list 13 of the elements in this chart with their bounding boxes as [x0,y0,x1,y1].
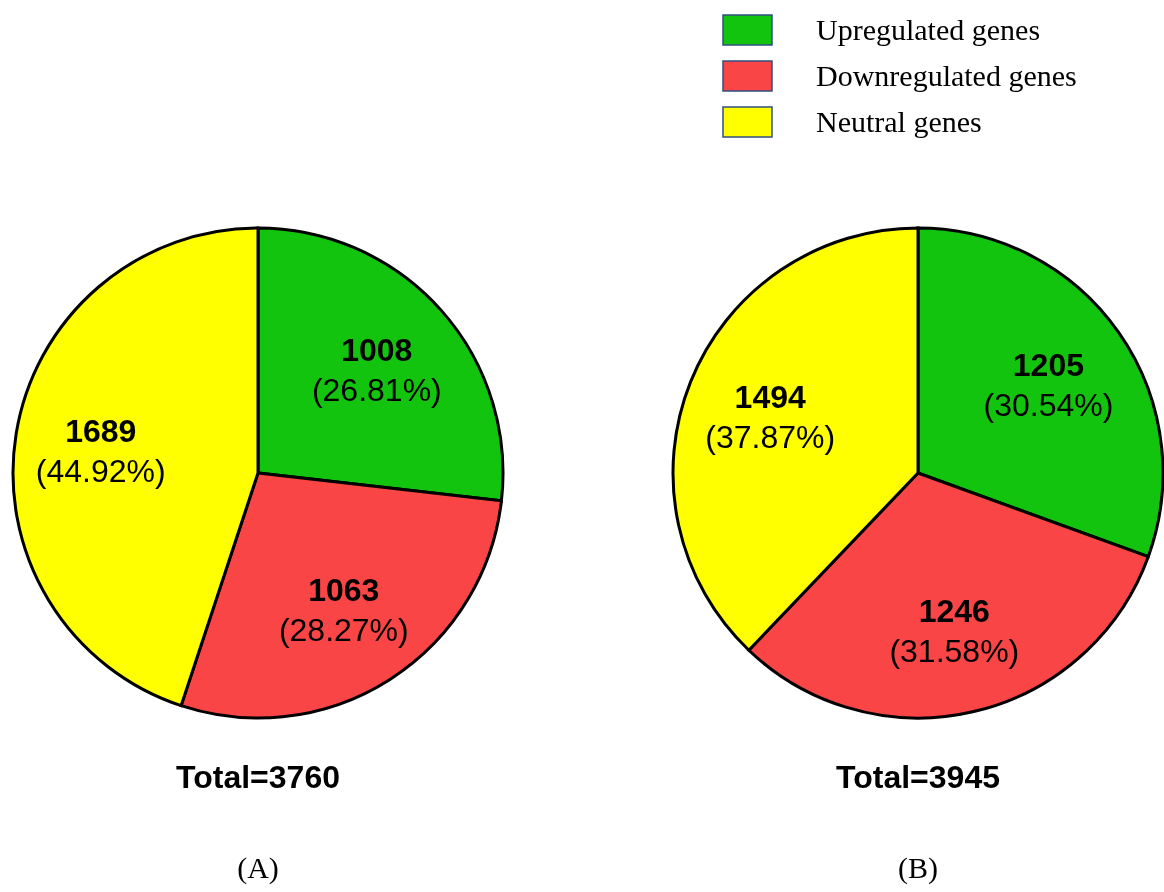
data-label: 1246 (31.58%) [889,593,1020,670]
legend-label: Downregulated genes [816,59,1077,92]
text: (B) [898,851,938,885]
data-label: 1063 (28.27%) [278,572,409,649]
data-label: 1008 (26.81%) [311,331,442,408]
data-label: 1689 (44.92%) [35,412,166,489]
data-label: 1494 (37.87%) [705,378,836,455]
text: Total=3945 [836,759,1000,795]
legend-label: Upregulated genes [816,13,1041,46]
data-label: 1205 (30.54%) [983,346,1114,423]
text: Total=3760 [176,759,340,795]
legend-label: Neutral genes [816,105,982,138]
text: (A) [237,851,279,885]
